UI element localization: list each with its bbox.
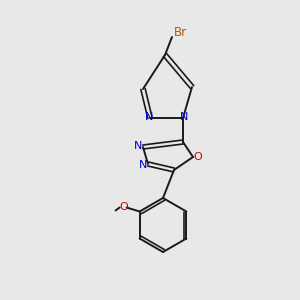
Text: N: N [180,112,188,122]
Text: N: N [139,160,147,170]
Text: N: N [134,141,142,151]
Text: O: O [194,152,202,162]
Text: N: N [145,112,153,122]
Text: Br: Br [173,26,187,40]
Text: O: O [119,202,128,212]
